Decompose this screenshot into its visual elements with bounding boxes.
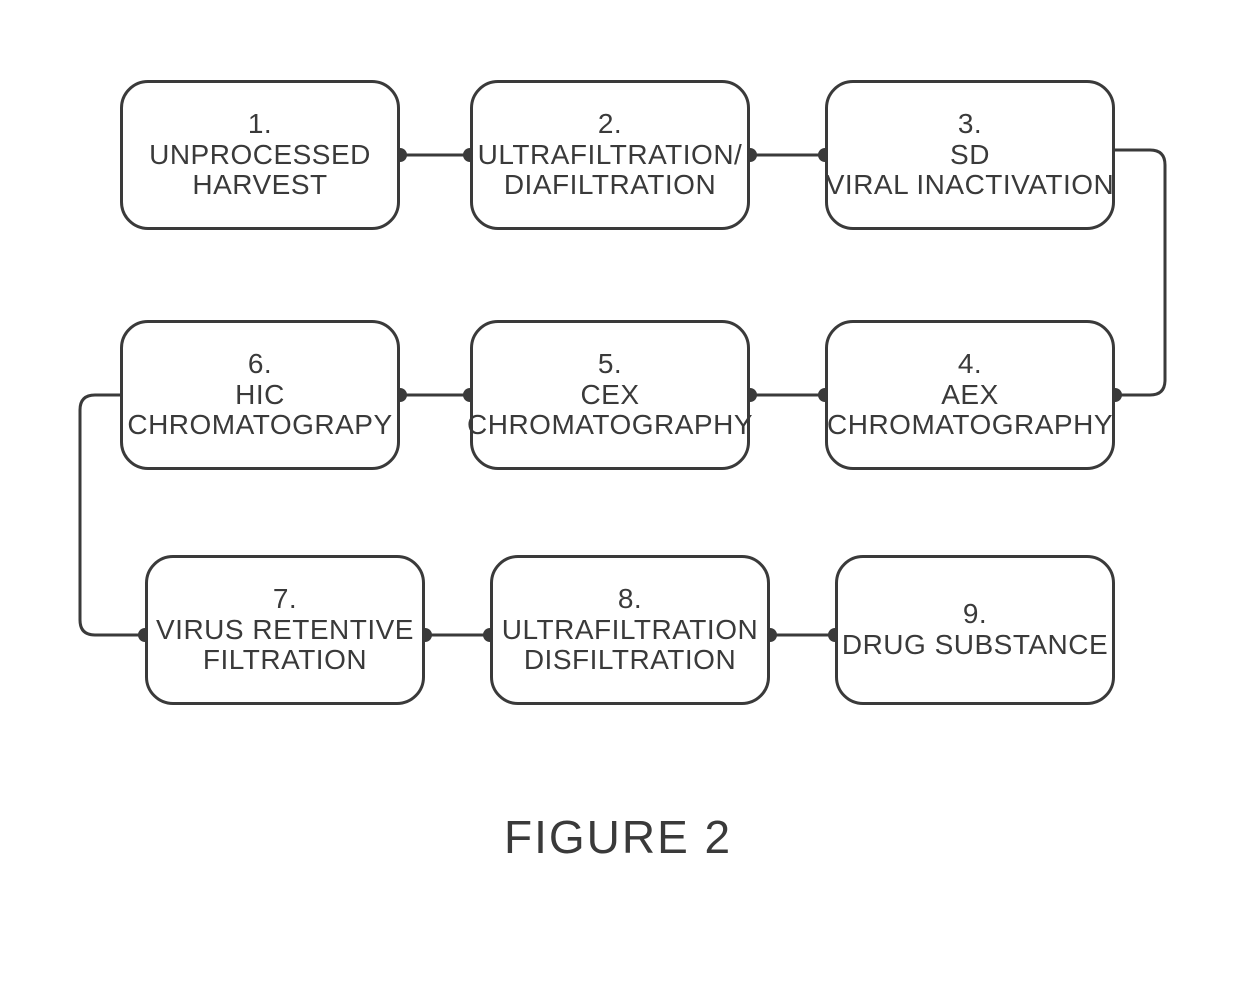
node-number: 9.: [963, 599, 987, 630]
node-line1: DRUG SUBSTANCE: [842, 630, 1108, 661]
node-line1: UNPROCESSED: [149, 140, 371, 171]
node-line2: VIRAL INACTIVATION: [826, 170, 1115, 201]
edge: [1115, 150, 1165, 395]
node-line2: CHROMATOGRAPY: [127, 410, 392, 441]
node-number: 5.: [598, 349, 622, 380]
node-line1: ULTRAFILTRATION: [502, 615, 758, 646]
figure-caption: FIGURE 2: [504, 810, 732, 864]
node-number: 7.: [273, 584, 297, 615]
node-hic-chromatography: 6. HIC CHROMATOGRAPY: [120, 320, 400, 470]
node-number: 8.: [618, 584, 642, 615]
node-line1: VIRUS RETENTIVE: [156, 615, 414, 646]
node-line1: CEX: [580, 380, 639, 411]
node-line2: DISFILTRATION: [524, 645, 736, 676]
node-line2: HARVEST: [192, 170, 327, 201]
node-drug-substance: 9. DRUG SUBSTANCE: [835, 555, 1115, 705]
node-sd-viral-inactivation: 3. SD VIRAL INACTIVATION: [825, 80, 1115, 230]
node-number: 3.: [958, 109, 982, 140]
node-number: 1.: [248, 109, 272, 140]
node-line2: CHROMATOGRAPHY: [827, 410, 1113, 441]
node-unprocessed-harvest: 1. UNPROCESSED HARVEST: [120, 80, 400, 230]
node-line1: HIC: [235, 380, 285, 411]
node-aex-chromatography: 4. AEX CHROMATOGRAPHY: [825, 320, 1115, 470]
node-line2: DIAFILTRATION: [504, 170, 716, 201]
node-virus-retentive-filtration: 7. VIRUS RETENTIVE FILTRATION: [145, 555, 425, 705]
node-ultrafiltration-disfiltration: 8. ULTRAFILTRATION DISFILTRATION: [490, 555, 770, 705]
node-ultrafiltration-diafiltration: 2. ULTRAFILTRATION/ DIAFILTRATION: [470, 80, 750, 230]
flowchart-canvas: 1. UNPROCESSED HARVEST 2. ULTRAFILTRATIO…: [0, 0, 1240, 993]
node-line1: SD: [950, 140, 990, 171]
node-number: 4.: [958, 349, 982, 380]
node-line1: ULTRAFILTRATION/: [478, 140, 743, 171]
node-line1: AEX: [941, 380, 999, 411]
node-number: 2.: [598, 109, 622, 140]
node-number: 6.: [248, 349, 272, 380]
node-line2: FILTRATION: [203, 645, 367, 676]
node-line2: CHROMATOGRAPHY: [467, 410, 753, 441]
node-cex-chromatography: 5. CEX CHROMATOGRAPHY: [470, 320, 750, 470]
